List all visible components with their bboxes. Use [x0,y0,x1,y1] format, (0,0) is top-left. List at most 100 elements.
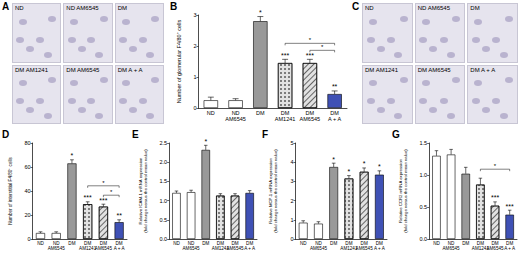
svg-text:ND: ND [232,110,240,116]
svg-text:DM: DM [202,241,209,246]
svg-text:ND: ND [37,241,44,246]
svg-text:***: *** [281,52,289,59]
svg-text:AM6545: AM6545 [183,246,201,251]
svg-text:5: 5 [291,140,294,146]
svg-text:ND: ND [300,241,307,246]
svg-text:*: * [348,168,351,175]
html-text:C: C [352,1,360,12]
svg-text:*: * [309,37,312,43]
html-text:DM AM1241: DM AM1241 [365,66,398,73]
html-text:G: G [392,129,400,140]
svg-text:DM: DM [330,241,337,246]
svg-text:*: * [494,163,497,169]
svg-text:DM: DM [281,110,290,116]
svg-text:AM6545: AM6545 [356,246,374,251]
svg-text:2: 2 [291,198,294,204]
svg-text:AM6545: AM6545 [310,246,328,251]
svg-text:1.0: 1.0 [159,198,167,204]
svg-text:ND: ND [207,110,215,116]
svg-text:1.5: 1.5 [419,140,427,146]
svg-text:A + A: A + A [244,246,256,251]
html-text:DM AM6545: DM AM6545 [417,66,451,73]
html-text:DM A + A: DM A + A [470,66,496,73]
svg-text:60: 60 [24,164,30,170]
svg-text:(fold change versus the contro: (fold change versus the control mean val… [403,149,408,233]
html-text:E: E [132,129,139,140]
html-text:ND: ND [15,5,24,11]
svg-text:Relative MCP-1 mRNA expression: Relative MCP-1 mRNA expression [268,158,273,224]
svg-text:AM6545: AM6545 [226,246,244,251]
svg-text:4: 4 [291,159,294,165]
svg-text:*: * [71,152,74,159]
svg-text:80: 80 [24,140,30,146]
svg-text:A + A: A + A [114,246,126,251]
svg-text:Relative ICAM-1 mRNA expressio: Relative ICAM-1 mRNA expression [138,157,143,224]
svg-text:3: 3 [193,12,196,18]
svg-text:*: * [363,160,366,167]
svg-text:AM1241: AM1241 [275,116,296,122]
html-text:DM: DM [117,5,127,11]
svg-text:A + A: A + A [328,116,341,122]
svg-text:**: ** [332,83,338,90]
svg-text:0.0: 0.0 [419,236,427,242]
svg-text:(fold change versus the contro: (fold change versus the control mean val… [273,149,278,233]
svg-text:DM: DM [462,241,469,246]
svg-text:0.5: 0.5 [159,217,167,223]
svg-text:*: * [110,189,113,195]
svg-text:*: * [102,180,105,186]
svg-text:***: *** [491,194,499,201]
svg-text:1: 1 [193,74,196,80]
html-text:A: A [2,1,10,12]
html-text:DM A + A: DM A + A [117,66,143,73]
svg-text:AM6545: AM6545 [95,246,113,251]
svg-text:Relative CCR2 mRNA expression: Relative CCR2 mRNA expression [398,158,403,223]
svg-text:A + A: A + A [504,246,516,251]
html-text:ND: ND [365,5,374,11]
svg-text:2: 2 [193,43,196,49]
svg-text:ND: ND [173,241,180,246]
svg-text:Number of glomerular F4/80⁺ ce: Number of glomerular F4/80⁺ cells [176,20,182,104]
svg-text:DM: DM [68,241,75,246]
html-text:F: F [262,129,269,140]
svg-text:3: 3 [291,178,294,184]
svg-text:A + A: A + A [374,246,386,251]
html-text:B: B [170,1,178,12]
svg-text:0.0: 0.0 [159,236,167,242]
svg-text:ND: ND [433,241,440,246]
svg-text:1: 1 [291,217,294,223]
html-text:DM AM6545: DM AM6545 [66,66,100,73]
svg-text:40: 40 [24,188,30,194]
html-text:DM AM1241: DM AM1241 [15,66,48,73]
svg-text:*: * [259,9,262,16]
svg-text:DM: DM [256,110,265,116]
svg-text:0.5: 0.5 [419,204,427,210]
svg-text:1.5: 1.5 [159,178,167,184]
svg-text:AM6545: AM6545 [486,246,504,251]
svg-text:(fold change versus the contro: (fold change versus the control mean val… [143,149,148,233]
svg-text:DM: DM [330,110,339,116]
svg-text:*: * [378,163,381,170]
svg-text:0: 0 [28,236,31,242]
svg-text:***: *** [306,52,314,59]
svg-text:0: 0 [291,236,294,242]
svg-text:*: * [204,138,207,145]
svg-text:***: *** [99,197,107,204]
svg-text:*: * [321,44,324,50]
svg-text:AM6545: AM6545 [300,116,321,122]
svg-text:2.5: 2.5 [159,140,167,146]
svg-text:*: * [332,156,335,163]
svg-text:20: 20 [24,212,30,218]
svg-text:**: ** [116,212,122,219]
svg-text:0: 0 [193,105,196,111]
html-text:D: D [2,129,10,140]
svg-text:2.0: 2.0 [159,159,167,165]
svg-text:***: *** [506,203,514,210]
svg-text:AM6545: AM6545 [443,246,461,251]
svg-text:AM6545: AM6545 [48,246,66,251]
svg-text:AM6545: AM6545 [225,116,246,122]
html-text:ND AM6545: ND AM6545 [66,5,99,11]
svg-text:DM: DM [306,110,315,116]
svg-text:1.0: 1.0 [419,172,427,178]
svg-text:***: *** [84,194,92,201]
svg-text:Number of interstitial F4/80⁺: Number of interstitial F4/80⁺ cells [8,156,13,224]
